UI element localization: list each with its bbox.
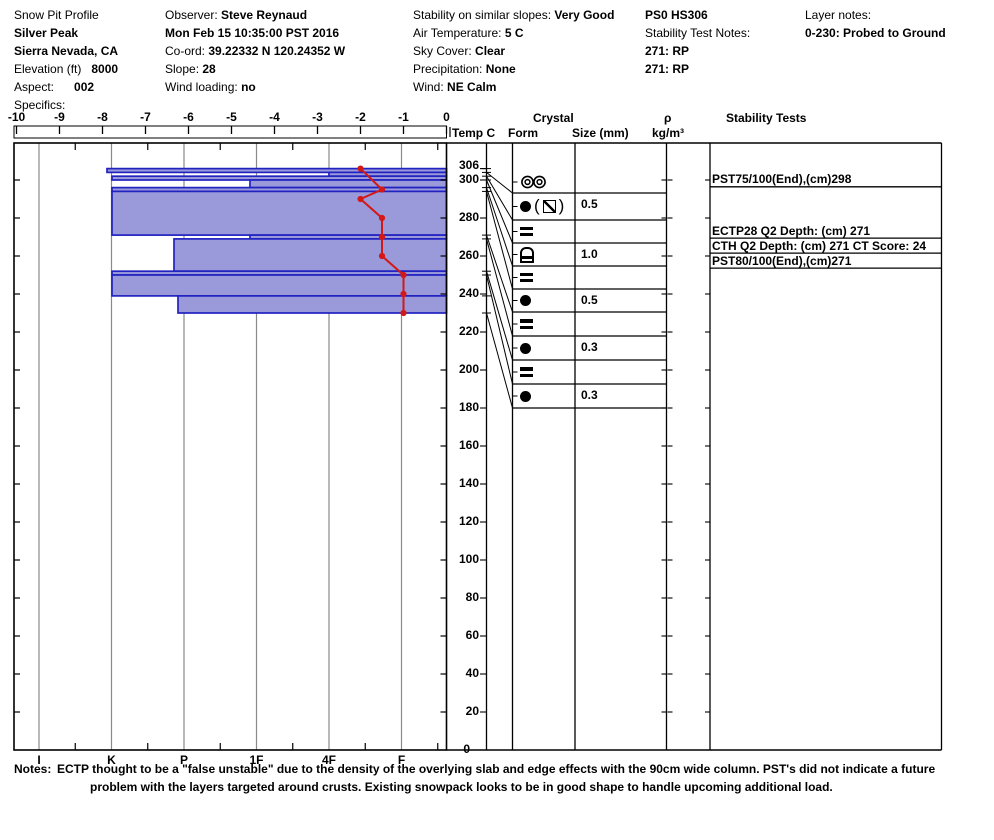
header-col-site: Snow Pit Profile Silver Peak Sierra Neva… (14, 6, 118, 114)
header-col-test-notes: PS0 HS306 Stability Test Notes: 271: RP … (645, 6, 750, 78)
specifics-row: Specifics: (14, 98, 66, 112)
fan-line (486, 274, 513, 385)
temp-axis-band (13, 125, 447, 139)
coord-row: Co-ord: 39.22332 N 120.24352 W (165, 44, 346, 58)
temperature-point (357, 165, 364, 172)
temperature-point (378, 186, 386, 193)
fan-line (486, 191, 513, 290)
elevation-row: Elevation (ft) 8000 (14, 62, 119, 76)
temperature-point (400, 271, 407, 279)
fan-line (486, 187, 513, 267)
pit-code: PS0 HS306 (645, 8, 708, 22)
chart-border (13, 142, 448, 751)
site-region: Sierra Nevada, CA (14, 44, 119, 58)
header-col-conditions: Stability on similar slopes: Very Good A… (413, 6, 614, 96)
fan-line (486, 175, 513, 221)
header-col-observer: Observer: Steve Reynaud Mon Feb 15 10:35… (165, 6, 345, 96)
snow-layer-269-252 (173, 238, 448, 273)
temperature-point (400, 309, 407, 317)
stability-slopes-row: Stability on similar slopes: Very Good (413, 8, 615, 22)
stability-test-notes-label: Stability Test Notes: (645, 26, 751, 40)
precipitation-row: Precipitation: None (413, 62, 516, 76)
fan-line (486, 238, 513, 337)
page-title: Snow Pit Profile (14, 8, 99, 22)
wind-loading-row: Wind loading: no (165, 80, 256, 94)
fan-line (486, 312, 513, 409)
snow-layer-239-230 (177, 295, 448, 314)
snow-layer-294-271 (111, 190, 448, 236)
slope-row: Slope: 28 (165, 62, 216, 76)
stability-test-note-1: 271: RP (645, 44, 690, 58)
temperature-point (378, 214, 386, 222)
observer-row: Observer: Steve Reynaud (165, 8, 308, 22)
stability-test-note-2: 271: RP (645, 62, 690, 76)
datetime-row: Mon Feb 15 10:35:00 PST 2016 (165, 26, 340, 40)
temperature-point (378, 233, 386, 241)
temperature-point (378, 252, 386, 260)
site-name: Silver Peak (14, 26, 79, 40)
notes-line-2: problem with the layers targeted around … (90, 780, 833, 794)
snow-layer-300-296 (249, 179, 448, 189)
fan-line (486, 234, 513, 313)
aspect-row: Aspect: 002 (14, 80, 95, 94)
air-temp-row: Air Temperature: 5 C (413, 26, 524, 40)
temperature-point (357, 195, 364, 203)
sky-cover-row: Sky Cover: Clear (413, 44, 506, 58)
fan-line (486, 179, 513, 244)
header-col-layer-notes: Layer notes: 0-230: Probed to Ground (805, 6, 946, 42)
notes-line-1: ECTP thought to be a "false unstable" du… (57, 762, 936, 776)
layer-notes-label: Layer notes: (805, 8, 872, 22)
temperature-point (400, 290, 407, 298)
fan-line (486, 172, 513, 194)
wind-row: Wind: NE Calm (413, 80, 497, 94)
snow-layer-250-239 (111, 274, 448, 297)
notes-label: Notes: (14, 762, 52, 776)
layer-note-1: 0-230: Probed to Ground (805, 26, 946, 40)
fan-line (486, 271, 513, 361)
